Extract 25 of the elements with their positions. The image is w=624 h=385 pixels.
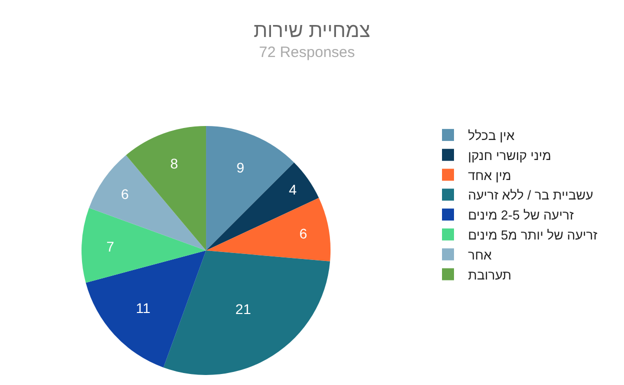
pie-slice [206,162,319,250]
data-label: 9 [236,159,244,176]
data-label: 8 [170,155,178,172]
legend-label: אין בכלל [468,128,515,144]
pie-slice [163,250,330,375]
pie-slice [206,198,330,262]
legend-label: עשביית בר / ללא זריעה [468,188,594,203]
legend-label: זריעה של 2-5 מינים [468,208,574,223]
data-label: 7 [106,238,114,254]
chart-subtitle: 72 Responses [259,44,355,61]
pie-slice [206,126,294,250]
data-label: 6 [299,225,308,242]
legend-label: תערובת [468,267,512,282]
data-label: 4 [288,182,297,198]
legend-label: זריעה של יותר מ5 מינים [468,228,598,243]
data-label: 6 [121,186,130,202]
legend-label: מין אחד [468,168,512,183]
data-label: 21 [235,301,252,318]
legend-label: מיני קושרי חנקן [468,148,552,163]
pie-slice [89,155,206,250]
pie-slice [86,250,206,368]
pie-slice [82,208,206,283]
data-label: 11 [136,300,151,316]
legend-label: אחר [468,247,492,262]
chart-title: צמחיית שירות [254,20,370,42]
